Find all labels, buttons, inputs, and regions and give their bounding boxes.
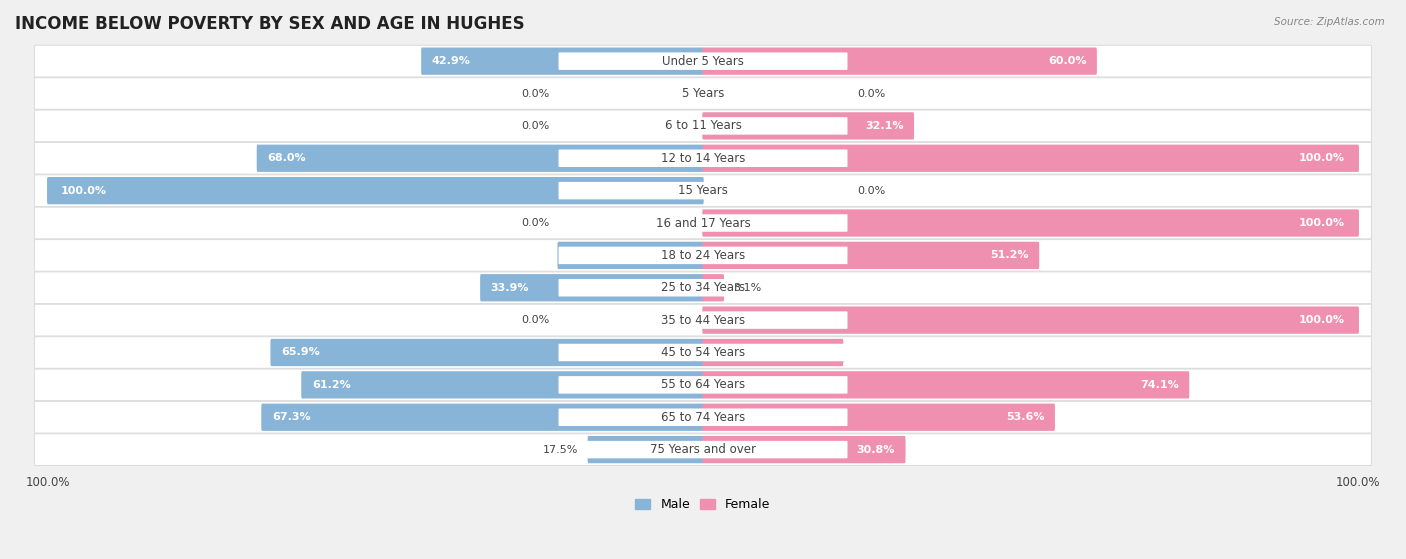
FancyBboxPatch shape [702,306,1360,334]
FancyBboxPatch shape [35,143,1371,174]
FancyBboxPatch shape [558,409,848,426]
FancyBboxPatch shape [702,241,1039,269]
Text: INCOME BELOW POVERTY BY SEX AND AGE IN HUGHES: INCOME BELOW POVERTY BY SEX AND AGE IN H… [15,15,524,33]
Text: 100.0%: 100.0% [60,186,107,196]
FancyBboxPatch shape [558,441,848,458]
FancyBboxPatch shape [35,272,1371,304]
Text: 65.9%: 65.9% [281,348,319,358]
FancyBboxPatch shape [588,436,704,463]
Text: 67.3%: 67.3% [271,412,311,422]
Text: 35 to 44 Years: 35 to 44 Years [661,314,745,326]
FancyBboxPatch shape [301,371,704,399]
FancyBboxPatch shape [262,404,704,431]
FancyBboxPatch shape [558,53,848,70]
FancyBboxPatch shape [35,78,1371,110]
Text: 68.0%: 68.0% [267,153,307,163]
Text: 61.2%: 61.2% [312,380,350,390]
Text: 74.1%: 74.1% [1140,380,1178,390]
FancyBboxPatch shape [558,279,848,296]
FancyBboxPatch shape [35,304,1371,336]
FancyBboxPatch shape [558,311,848,329]
Text: 0.0%: 0.0% [858,88,886,98]
Text: 53.6%: 53.6% [1005,412,1045,422]
Text: 22.1%: 22.1% [568,250,606,260]
Text: 33.9%: 33.9% [491,283,529,293]
FancyBboxPatch shape [35,239,1371,271]
Text: 16 and 17 Years: 16 and 17 Years [655,216,751,230]
Text: 45 to 54 Years: 45 to 54 Years [661,346,745,359]
Legend: Male, Female: Male, Female [630,493,776,516]
FancyBboxPatch shape [270,339,704,366]
Text: 100.0%: 100.0% [1299,218,1346,228]
Text: 17.5%: 17.5% [543,444,578,454]
Text: 65 to 74 Years: 65 to 74 Years [661,411,745,424]
FancyBboxPatch shape [422,48,704,75]
Text: 51.2%: 51.2% [990,250,1029,260]
FancyBboxPatch shape [558,182,848,200]
FancyBboxPatch shape [35,207,1371,239]
Text: Under 5 Years: Under 5 Years [662,55,744,68]
FancyBboxPatch shape [558,214,848,232]
Text: 75 Years and over: 75 Years and over [650,443,756,456]
FancyBboxPatch shape [702,145,1360,172]
Text: 42.9%: 42.9% [432,56,471,66]
FancyBboxPatch shape [479,274,704,301]
FancyBboxPatch shape [558,376,848,394]
FancyBboxPatch shape [702,112,914,140]
FancyBboxPatch shape [257,145,704,172]
FancyBboxPatch shape [702,48,1097,75]
FancyBboxPatch shape [702,339,844,366]
Text: 0.0%: 0.0% [520,121,548,131]
FancyBboxPatch shape [558,344,848,361]
Text: 0.0%: 0.0% [520,218,548,228]
Text: 60.0%: 60.0% [1047,56,1087,66]
FancyBboxPatch shape [702,210,1360,236]
FancyBboxPatch shape [35,45,1371,77]
Text: Source: ZipAtlas.com: Source: ZipAtlas.com [1274,17,1385,27]
FancyBboxPatch shape [35,369,1371,401]
Text: 30.8%: 30.8% [856,444,896,454]
Text: 12 to 14 Years: 12 to 14 Years [661,151,745,165]
Text: 55 to 64 Years: 55 to 64 Years [661,378,745,391]
FancyBboxPatch shape [702,404,1054,431]
FancyBboxPatch shape [557,241,704,269]
FancyBboxPatch shape [702,371,1189,399]
Text: 3.1%: 3.1% [733,283,762,293]
Text: 5 Years: 5 Years [682,87,724,100]
Text: 21.3%: 21.3% [794,348,832,358]
Text: 6 to 11 Years: 6 to 11 Years [665,120,741,132]
Text: 18 to 24 Years: 18 to 24 Years [661,249,745,262]
FancyBboxPatch shape [558,85,848,102]
FancyBboxPatch shape [35,175,1371,206]
Text: 25 to 34 Years: 25 to 34 Years [661,281,745,294]
FancyBboxPatch shape [702,274,724,301]
Text: 0.0%: 0.0% [520,315,548,325]
FancyBboxPatch shape [35,434,1371,466]
FancyBboxPatch shape [46,177,704,204]
FancyBboxPatch shape [558,149,848,167]
Text: 100.0%: 100.0% [1299,153,1346,163]
Text: 0.0%: 0.0% [858,186,886,196]
Text: 0.0%: 0.0% [520,88,548,98]
FancyBboxPatch shape [35,401,1371,433]
FancyBboxPatch shape [35,337,1371,368]
Text: 32.1%: 32.1% [865,121,904,131]
FancyBboxPatch shape [558,117,848,135]
Text: 100.0%: 100.0% [1299,315,1346,325]
FancyBboxPatch shape [558,247,848,264]
FancyBboxPatch shape [702,436,905,463]
FancyBboxPatch shape [35,110,1371,142]
Text: 15 Years: 15 Years [678,184,728,197]
